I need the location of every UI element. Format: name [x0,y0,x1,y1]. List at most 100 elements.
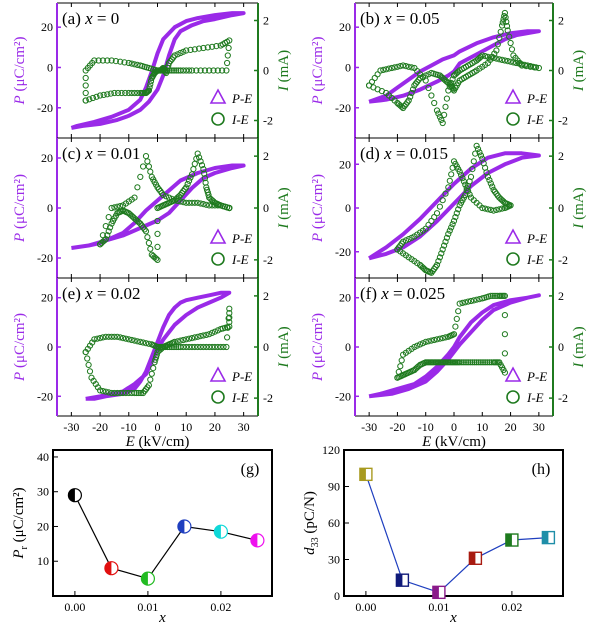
series-ie [97,150,233,263]
data-point-ie [400,351,407,358]
data-point-ie [200,166,207,173]
y-tick-label-right: -2 [558,114,568,128]
data-point-ie [119,202,127,209]
y-tick-label-right: 2 [263,149,269,163]
data-point-ie [217,343,224,351]
data-point-ie [105,333,112,340]
data-point-ie [82,89,89,97]
series-ie [394,142,514,276]
series-line [74,494,258,580]
data-point-ie [200,343,207,351]
data-point-ie [425,338,432,345]
data-point-ie [144,158,151,165]
data-point-ie [506,33,513,40]
data-point-ie [463,184,470,191]
data-point-ie [147,168,154,175]
data-point-ie [460,178,467,185]
data-point-ie [196,154,203,161]
x-tick-label: 10 [476,420,488,434]
data-point-ie [436,113,443,120]
data-point-ie [428,217,435,225]
data-point-ie [201,170,208,177]
data-point-ie [145,88,152,95]
data-point-ie [102,333,109,340]
data-point-ie [479,295,486,302]
data-point-ie [99,232,107,239]
data-point-ie [197,333,204,340]
data-point-ie [443,234,450,241]
data-point-ie [394,246,401,253]
data-point-ie [117,389,124,397]
data-point-ie [206,331,213,338]
y-tick-label-left: 20 [41,151,53,165]
data-point-ie [446,227,453,234]
data-point-ie [145,239,152,247]
data-point-ie [455,308,462,315]
y-tick-label-right: 0 [263,201,269,215]
data-point-ie [473,359,480,366]
data-point-ie [131,389,138,397]
data-point-ie [499,205,506,212]
data-point-ie [441,242,448,249]
data-point-ie [131,337,138,344]
data-point-ie [211,343,218,351]
data-point-ie [217,202,224,209]
data-point-ie [140,163,147,170]
data-point-ie [214,343,221,351]
y-tick-label-right: 2 [263,289,269,303]
data-point-ie [145,382,152,389]
data-point-ie [425,84,432,92]
y-axis-label-left: P (μC/cm²) [12,37,28,106]
data-point-ie [398,357,405,364]
data-point-ie [407,93,414,100]
data-point-ie [459,175,466,182]
data-point-ie [131,61,138,68]
data-point-ie [408,234,415,241]
y-tick-label: 0 [334,589,340,603]
data-point-ie [417,74,424,82]
legend-circle-icon [211,112,225,126]
data-point-ie [484,206,491,213]
data-point-ie [408,64,415,71]
data-point-ie [197,67,204,74]
data-point-ie [204,44,211,51]
data-point-ie [510,59,517,66]
data-point-ie [448,79,455,87]
data-point-ie [183,184,190,191]
data-point-ie [501,331,508,338]
data-point-ie [93,93,100,100]
y-tick-label-right: -2 [263,391,273,405]
data-point-ie [137,389,145,397]
data-point-ie [100,91,107,99]
data-point-ie [484,53,491,60]
y-axis-label-left: P (μC/cm²) [310,37,326,106]
y-tick-label-right: -2 [263,253,273,267]
data-point-ie [431,99,438,107]
data-point-ie [450,72,458,79]
data-point-ie [226,314,233,321]
data-point-ie [148,370,155,377]
data-point-ie [442,334,449,341]
data-point-ie [462,181,469,188]
data-point-half [177,519,185,533]
y-axis-label: Pr (μC/cm²) [11,487,30,559]
data-point-ie [408,89,415,97]
y-axis-label-left: P (μC/cm²) [12,313,28,382]
data-point-ie [380,66,387,74]
data-point-ie [186,177,193,184]
data-point-ie [442,190,449,197]
y-tick-label: 10 [37,554,49,568]
x-tick-label: 0.00 [355,600,376,614]
data-point-ie [487,180,494,187]
data-point-half [542,531,549,544]
data-point-ie [128,336,135,344]
data-point-ie [496,34,503,42]
data-point-ie [107,90,114,97]
data-point-ie [452,323,459,330]
x-tick-label: 0.01 [428,600,449,614]
data-point-ie [193,67,200,74]
data-point-half [250,533,258,547]
data-point-ie [487,206,494,213]
data-point-ie [487,54,494,61]
